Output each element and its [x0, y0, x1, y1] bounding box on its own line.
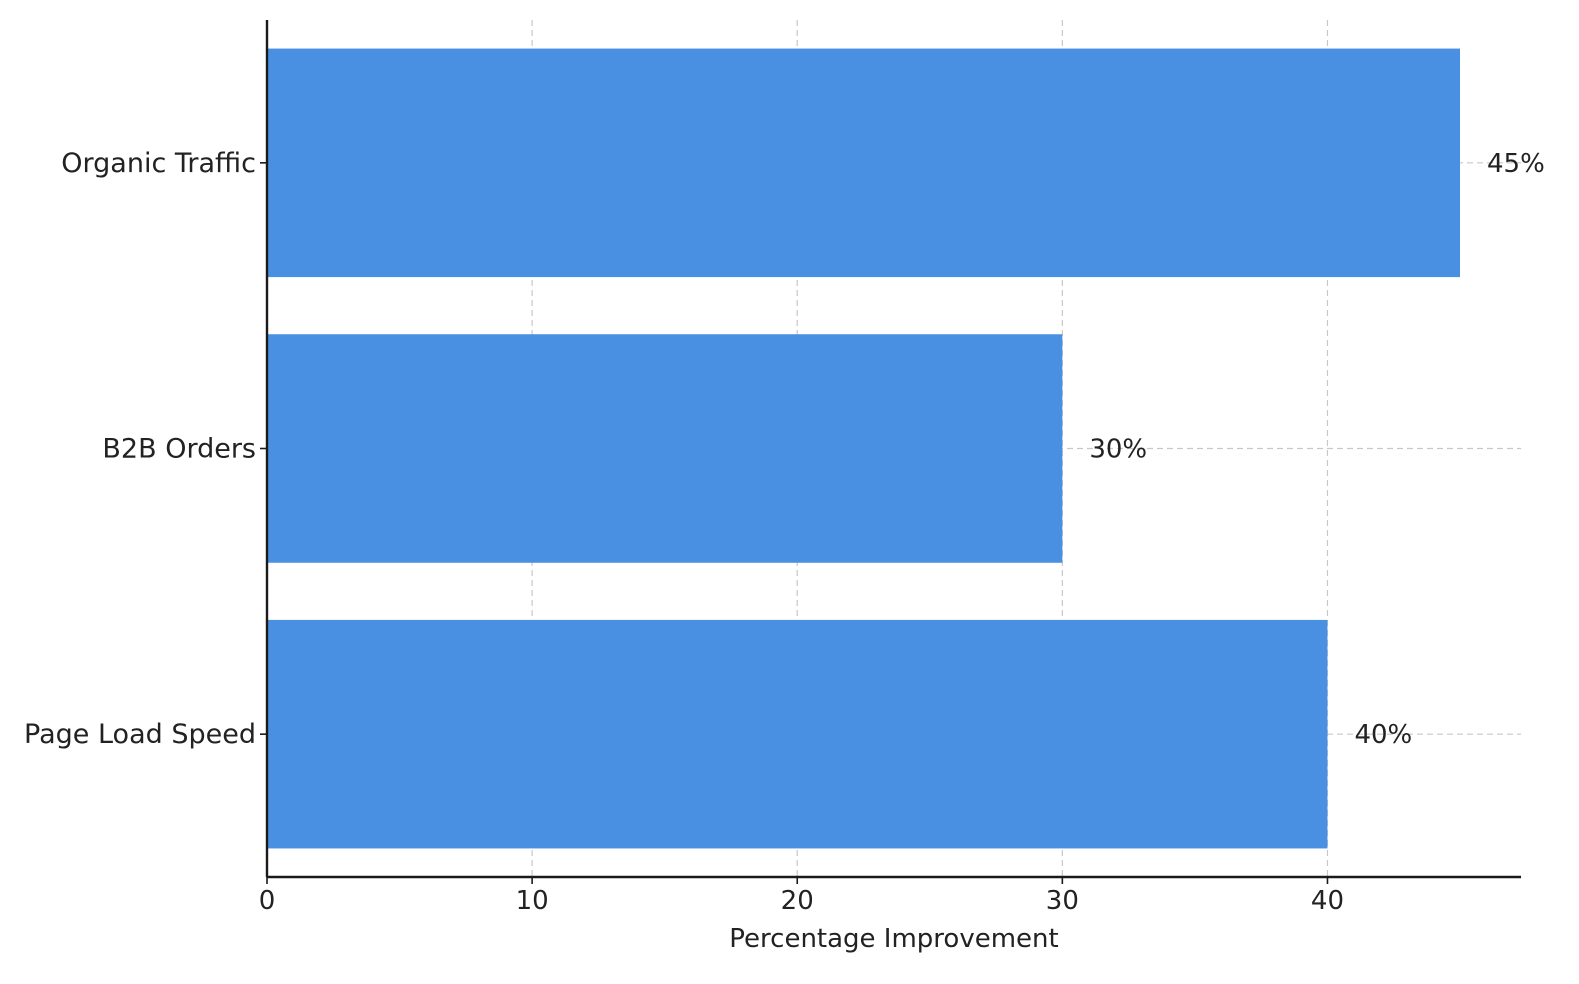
x-tick-label: 30 [1046, 886, 1079, 916]
bar-value-label: 40% [1354, 720, 1412, 750]
bar [267, 334, 1063, 563]
bar-value-label: 45% [1487, 149, 1545, 179]
labels: Organic Traffic 45% B2B Orders 30% Page Load… [24, 148, 1545, 750]
x-tick-label: 0 [259, 886, 276, 916]
x-tick-label: 40 [1311, 886, 1344, 916]
ticks: 0 10 20 30 40 [259, 162, 1344, 916]
category-label: B2B Orders [102, 434, 256, 465]
category-label: Organic Traffic [61, 148, 256, 179]
x-axis-title: Percentage Improvement [729, 924, 1058, 954]
x-tick-label: 20 [781, 886, 814, 916]
bar [267, 48, 1461, 278]
bar [267, 619, 1328, 849]
category-label: Page Load Speed [24, 719, 256, 750]
bar-value-label: 30% [1089, 435, 1147, 465]
bars [267, 48, 1461, 849]
x-tick-label: 10 [516, 886, 549, 916]
